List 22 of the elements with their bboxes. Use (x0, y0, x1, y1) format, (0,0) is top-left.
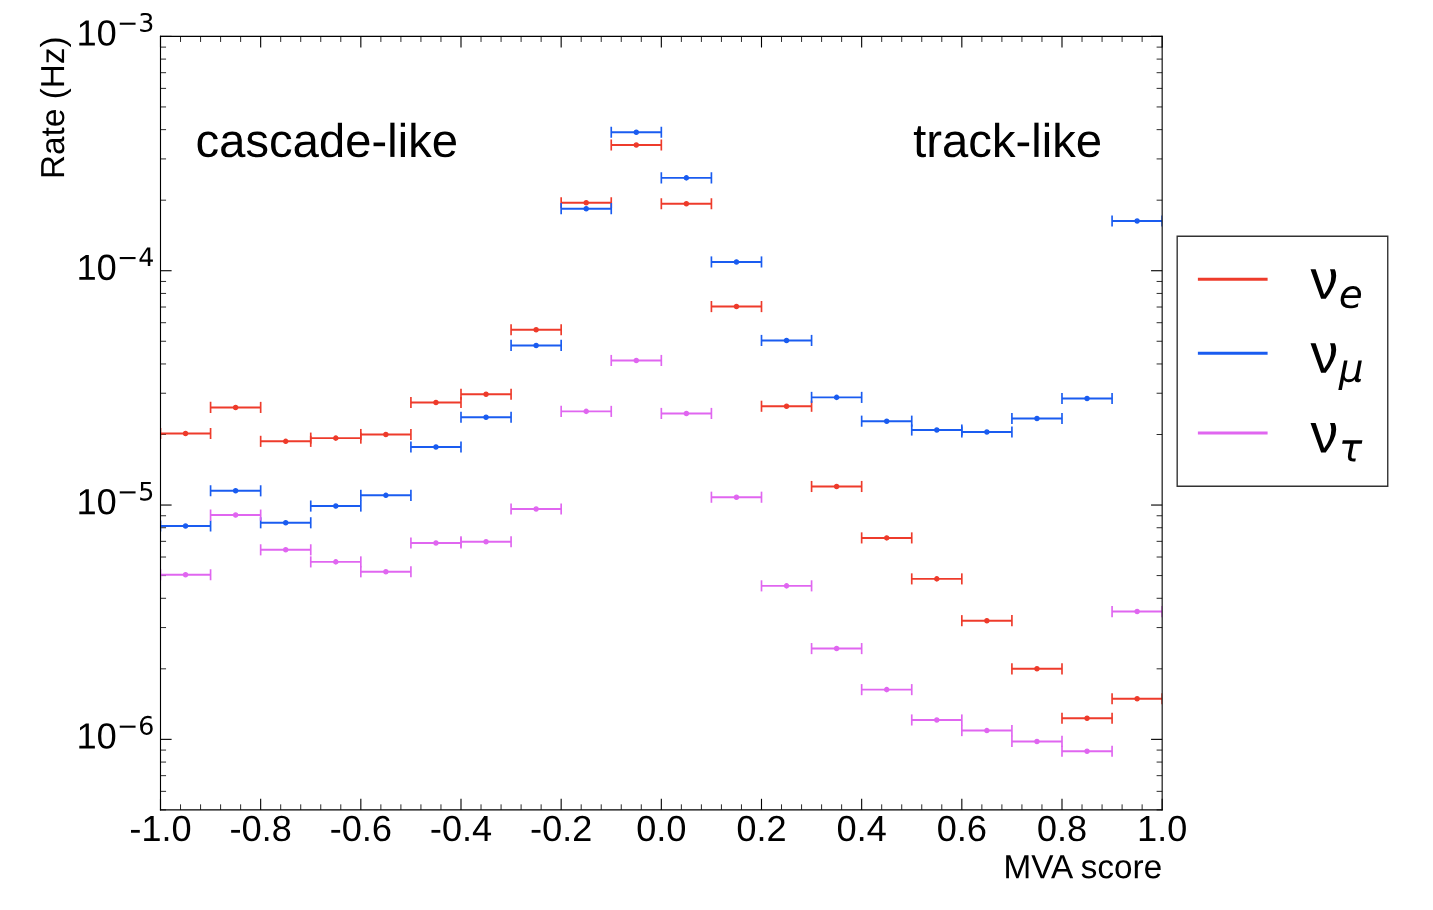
x-tick-label: -0.2 (531, 815, 591, 842)
legend-label: ν$_{μ}$ (1310, 343, 1362, 390)
x-tick-label: 0.8 (1038, 815, 1086, 842)
annotation: cascade-like (197, 122, 456, 158)
x-tick-label: -0.6 (331, 815, 391, 842)
x-tick-label: -1.0 (130, 815, 191, 842)
x-tick-label: -0.4 (431, 815, 492, 842)
x-tick-label: 0.6 (938, 815, 986, 842)
annotation: track-like (913, 122, 1100, 158)
y-tick-label: 10$^{−4}$ (79, 247, 153, 281)
x-tick-label: 1.0 (1139, 815, 1186, 842)
x-axis-title: MVA score (1006, 855, 1161, 879)
legend-label: ν$_{τ}$ (1310, 423, 1363, 462)
x-tick-label: 0.2 (737, 815, 785, 842)
y-tick-label: 10$^{−6}$ (79, 715, 153, 749)
x-tick-label: -0.8 (231, 815, 291, 842)
x-tick-label: 0.0 (637, 815, 686, 842)
y-axis-title: Rate (Hz) (39, 38, 71, 177)
y-tick-label: 10$^{−3}$ (79, 12, 153, 46)
x-tick-label: 0.4 (837, 815, 886, 842)
y-tick-label: 10$^{−5}$ (79, 481, 153, 515)
legend-label: ν$_{e}$ (1310, 269, 1362, 309)
